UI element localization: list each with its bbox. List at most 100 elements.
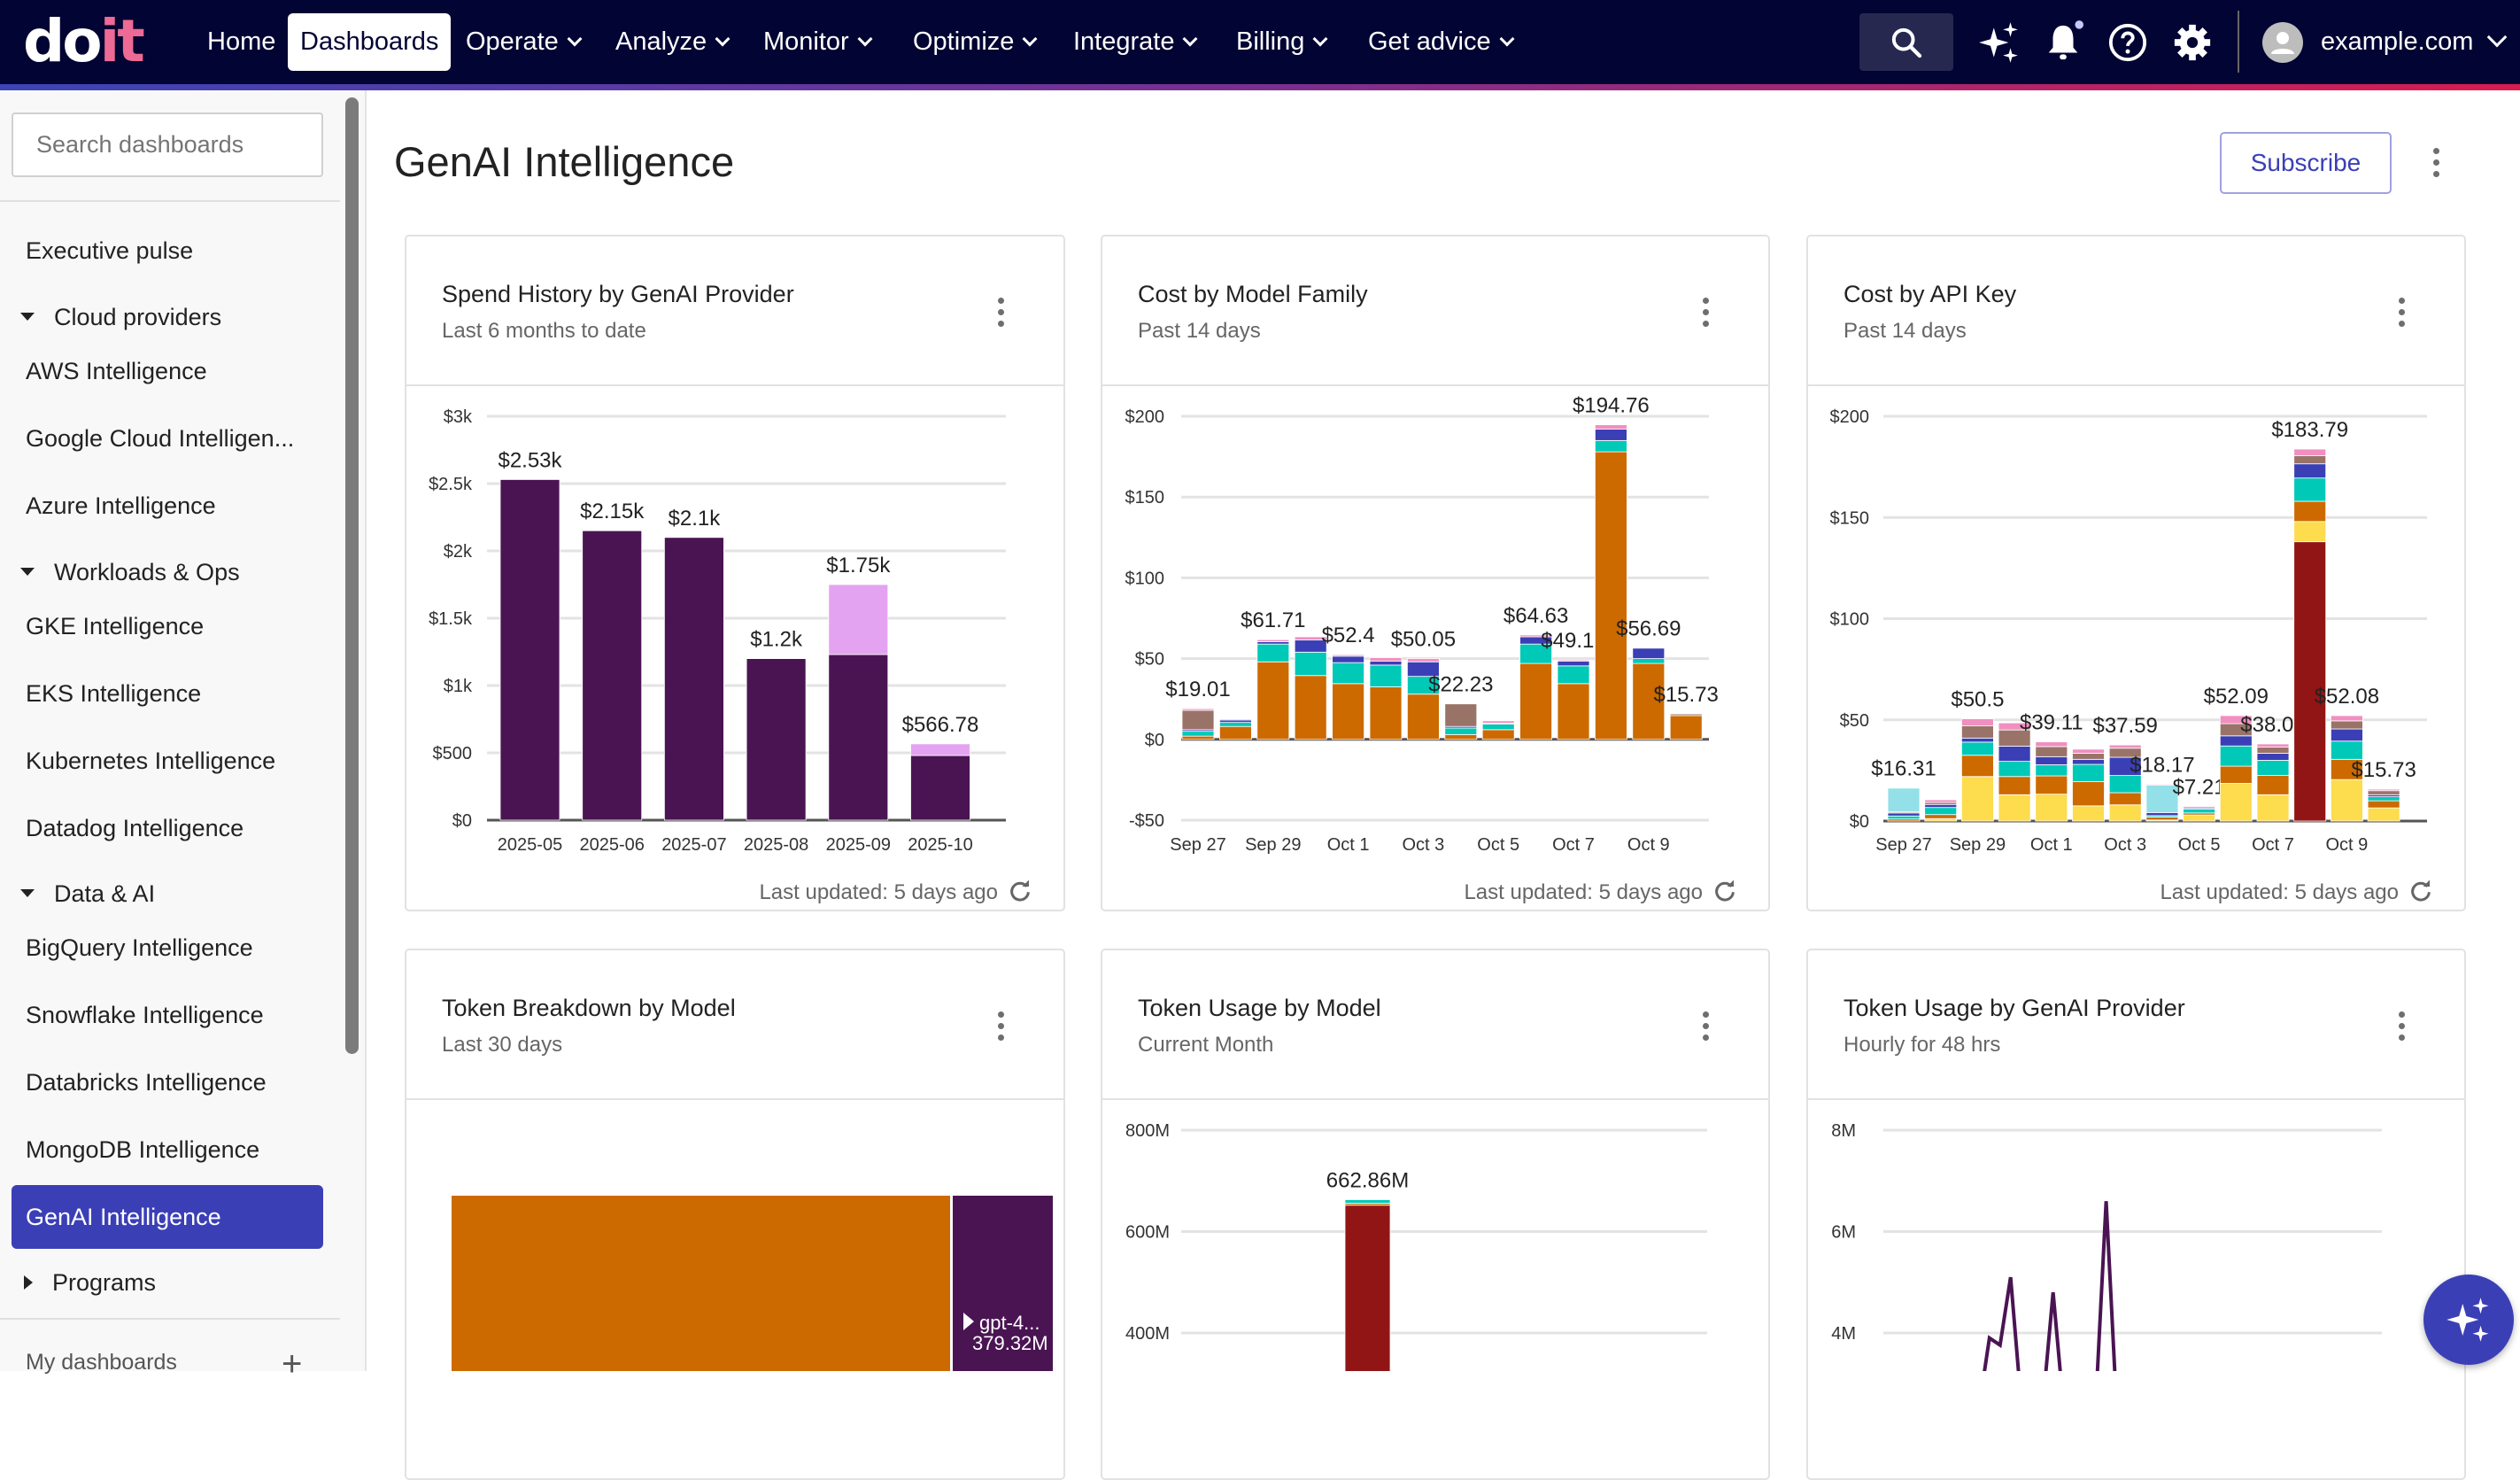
chevron-down-icon [857, 32, 872, 47]
sparkles-icon [1977, 20, 2021, 65]
card-header [1102, 236, 1768, 386]
help-button[interactable] [2103, 18, 2153, 67]
settings-button[interactable] [2168, 18, 2217, 67]
add-dashboard-button[interactable]: + [282, 1346, 302, 1382]
card-title: Cost by API Key [1844, 281, 2016, 308]
search-icon [1889, 25, 1924, 60]
sidebar-item-gke[interactable]: GKE Intelligence [12, 594, 323, 658]
user-icon [2262, 22, 2303, 63]
sidebar-divider [0, 1318, 340, 1320]
nav-operate[interactable]: Operate [453, 13, 592, 71]
caret-down-icon [20, 568, 35, 576]
refresh-icon[interactable] [2408, 878, 2434, 904]
nav-analyze[interactable]: Analyze [603, 13, 740, 71]
last-updated: Last updated: 5 days ago [759, 880, 998, 905]
avatar[interactable] [2262, 22, 2303, 63]
card-token-breakdown: Token Breakdown by Model Last 30 days [405, 949, 1065, 1480]
top-navigation-bar: doit Home Dashboards Operate Analyze Mon… [0, 0, 2520, 84]
nav-billing[interactable]: Billing [1224, 13, 1338, 71]
gear-icon [2172, 22, 2213, 63]
sidebar: Executive pulse Cloud providers AWS Inte… [0, 90, 367, 1371]
card-menu-icon[interactable] [1692, 1003, 1719, 1048]
sidebar-group-data-ai[interactable]: Data & AI [12, 872, 155, 916]
card-menu-icon[interactable] [987, 1003, 1014, 1048]
card-menu-icon[interactable] [1692, 290, 1719, 334]
page-more-menu-icon[interactable] [2423, 140, 2449, 184]
page-title: GenAI Intelligence [394, 137, 734, 186]
doit-logo[interactable]: doit [23, 11, 143, 73]
chevron-down-icon [567, 32, 582, 47]
sidebar-item-datadog[interactable]: Datadog Intelligence [12, 796, 323, 860]
card-token-usage-by-provider: Token Usage by GenAI Provider Hourly for… [1806, 949, 2466, 1480]
sidebar-item-databricks[interactable]: Databricks Intelligence [12, 1050, 323, 1114]
sidebar-scrollbar[interactable] [345, 97, 359, 1054]
nav-dashboards[interactable]: Dashboards [288, 13, 451, 71]
bell-icon [2043, 20, 2083, 65]
sidebar-divider [0, 200, 340, 202]
chevron-down-icon[interactable] [2487, 27, 2508, 48]
nav-home[interactable]: Home [195, 13, 288, 71]
card-cost-by-api-key: Cost by API Key Past 14 days Last update… [1806, 235, 2466, 911]
last-updated: Last updated: 5 days ago [2160, 880, 2399, 905]
card-cost-by-model-family: Cost by Model Family Past 14 days Last u… [1101, 235, 1770, 911]
card-menu-icon[interactable] [2388, 290, 2415, 334]
toolbar-divider [2238, 11, 2239, 73]
card-header [1102, 950, 1768, 1100]
chevron-down-icon [1499, 32, 1514, 47]
caret-down-icon [20, 313, 35, 321]
refresh-icon[interactable] [1712, 878, 1738, 904]
account-menu[interactable]: example.com [2321, 13, 2473, 71]
ai-assistant-button[interactable] [1975, 18, 2024, 67]
ai-assistant-fab[interactable] [2423, 1275, 2514, 1365]
sidebar-group-programs[interactable]: Programs [12, 1260, 156, 1305]
card-header [1808, 950, 2464, 1100]
nav-optimize[interactable]: Optimize [901, 13, 1047, 71]
chevron-down-icon [715, 32, 730, 47]
nav-integrate[interactable]: Integrate [1061, 13, 1208, 71]
chevron-down-icon [1023, 32, 1038, 47]
brand-gradient-stripe [0, 84, 2520, 90]
card-menu-icon[interactable] [987, 290, 1014, 334]
help-icon [2107, 22, 2148, 63]
sidebar-item-mongodb[interactable]: MongoDB Intelligence [12, 1118, 323, 1182]
card-subtitle: Last 6 months to date [442, 319, 646, 344]
subscribe-button[interactable]: Subscribe [2220, 132, 2392, 194]
sidebar-item-executive-pulse[interactable]: Executive pulse [12, 219, 323, 283]
nav-monitor[interactable]: Monitor [751, 13, 883, 71]
card-token-usage-by-model: Token Usage by Model Current Month [1101, 949, 1770, 1480]
sidebar-item-bigquery[interactable]: BigQuery Intelligence [12, 916, 323, 980]
sidebar-group-workloads-ops[interactable]: Workloads & Ops [12, 550, 240, 594]
notifications-button[interactable] [2038, 18, 2088, 67]
search-button[interactable] [1859, 13, 1953, 71]
card-spend-history: Spend History by GenAI Provider Last 6 m… [405, 235, 1065, 911]
sidebar-item-google-cloud[interactable]: Google Cloud Intelligen... [12, 407, 323, 470]
caret-down-icon [20, 889, 35, 897]
search-dashboards-input[interactable] [12, 112, 323, 177]
card-title: Spend History by GenAI Provider [442, 281, 794, 308]
card-title: Token Usage by GenAI Provider [1844, 995, 2185, 1022]
my-dashboards-heading: My dashboards [26, 1350, 177, 1375]
refresh-icon[interactable] [1007, 878, 1033, 904]
sidebar-item-kubernetes[interactable]: Kubernetes Intelligence [12, 729, 323, 793]
chevron-down-icon [1183, 32, 1198, 47]
card-subtitle: Current Month [1138, 1033, 1273, 1058]
card-header [1808, 236, 2464, 386]
sidebar-item-aws[interactable]: AWS Intelligence [12, 339, 323, 403]
card-header [406, 950, 1063, 1100]
sparkles-icon [2445, 1296, 2493, 1344]
nav-get-advice[interactable]: Get advice [1356, 13, 1525, 71]
caret-right-icon [24, 1275, 33, 1290]
card-subtitle: Past 14 days [1138, 319, 1261, 344]
card-title: Cost by Model Family [1138, 281, 1368, 308]
sidebar-item-genai[interactable]: GenAI Intelligence [12, 1185, 323, 1249]
chevron-down-icon [1313, 32, 1328, 47]
sidebar-item-azure[interactable]: Azure Intelligence [12, 474, 323, 538]
sidebar-group-cloud-providers[interactable]: Cloud providers [12, 295, 221, 339]
card-menu-icon[interactable] [2388, 1003, 2415, 1048]
sidebar-item-eks[interactable]: EKS Intelligence [12, 662, 323, 725]
card-header [406, 236, 1063, 386]
card-subtitle: Last 30 days [442, 1033, 562, 1058]
card-title: Token Usage by Model [1138, 995, 1381, 1022]
sidebar-item-snowflake[interactable]: Snowflake Intelligence [12, 983, 323, 1047]
card-subtitle: Hourly for 48 hrs [1844, 1033, 2000, 1058]
